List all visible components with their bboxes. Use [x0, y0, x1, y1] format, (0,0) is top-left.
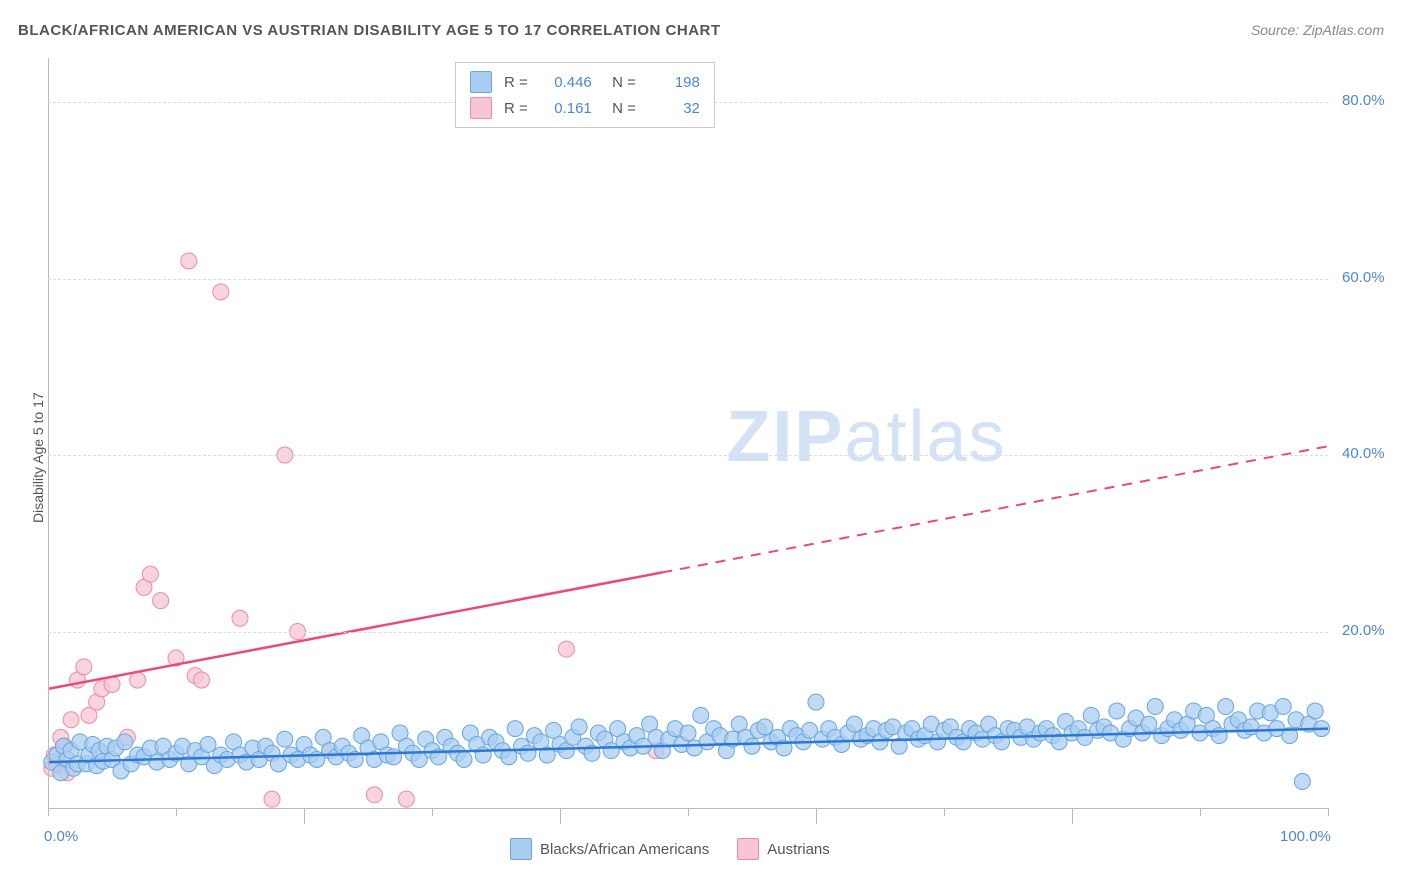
legend-item-series-b: Austrians: [737, 838, 830, 860]
legend-r-label: R =: [504, 100, 528, 117]
legend-swatch-series-a: [510, 838, 532, 860]
x-tick-label: 0.0%: [44, 828, 78, 845]
legend-correlation-box: R = 0.446 N = 198 R = 0.161 N = 32: [455, 62, 715, 128]
y-axis-title: Disability Age 5 to 17: [30, 392, 46, 523]
legend-n-label: N =: [604, 100, 636, 117]
legend-n-value-b: 32: [648, 100, 700, 117]
legend-n-label: N =: [604, 74, 636, 91]
y-tick-label: 40.0%: [1342, 445, 1385, 462]
legend-row-series-a: R = 0.446 N = 198: [470, 69, 700, 95]
legend-swatch-series-a: [470, 71, 492, 93]
legend-swatch-series-b: [470, 97, 492, 119]
legend-row-series-b: R = 0.161 N = 32: [470, 95, 700, 121]
legend-item-series-a: Blacks/African Americans: [510, 838, 709, 860]
legend-r-value-b: 0.161: [540, 100, 592, 117]
plot-area: 80.0%60.0%40.0%20.0%0.0%100.0%: [48, 58, 1328, 808]
y-tick-label: 20.0%: [1342, 622, 1385, 639]
legend-series-names: Blacks/African Americans Austrians: [510, 838, 830, 860]
scatter-svg: [48, 58, 1328, 808]
legend-r-label: R =: [504, 74, 528, 91]
chart-title: BLACK/AFRICAN AMERICAN VS AUSTRIAN DISAB…: [18, 22, 721, 39]
y-tick-label: 80.0%: [1342, 92, 1385, 109]
legend-r-value-a: 0.446: [540, 74, 592, 91]
legend-swatch-series-b: [737, 838, 759, 860]
y-tick-label: 60.0%: [1342, 269, 1385, 286]
legend-label-series-a: Blacks/African Americans: [540, 841, 709, 858]
legend-n-value-a: 198: [648, 74, 700, 91]
source-attribution: Source: ZipAtlas.com: [1251, 22, 1384, 38]
x-tick-label: 100.0%: [1280, 828, 1331, 845]
legend-label-series-b: Austrians: [767, 841, 830, 858]
